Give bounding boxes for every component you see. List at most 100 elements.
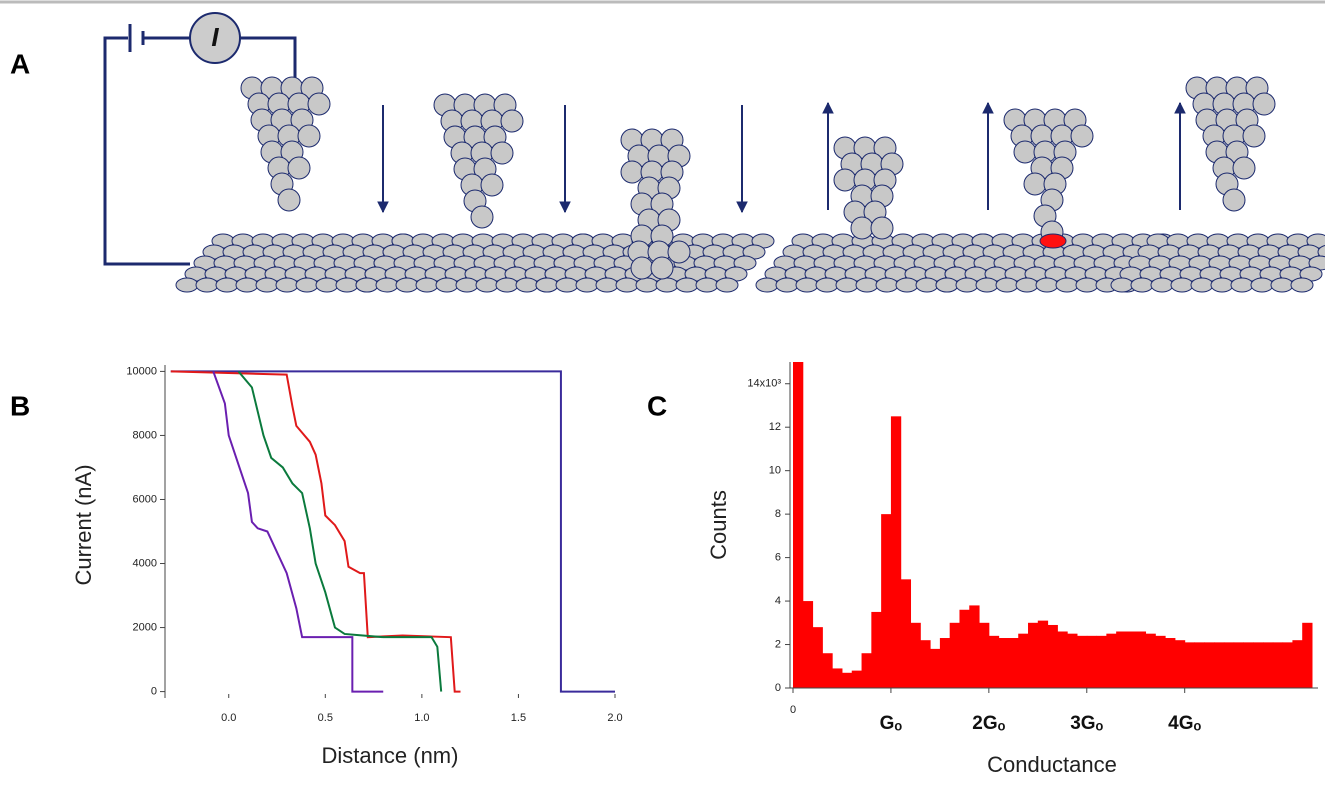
surface-atom (915, 277, 939, 293)
tip-atom (870, 216, 894, 240)
bar (1204, 642, 1215, 688)
surface-atom (1075, 277, 1099, 293)
meter (189, 12, 241, 64)
bar (979, 622, 990, 688)
tip-atom (1023, 172, 1047, 196)
bar (910, 622, 921, 688)
x-tick-label: 0.5 (318, 712, 333, 724)
bar (1243, 642, 1254, 688)
bar (998, 638, 1009, 688)
tip-atom (620, 160, 644, 184)
surface-atom (475, 277, 499, 293)
arrow-head (1174, 101, 1186, 114)
surface-atom (1015, 277, 1039, 293)
tip-atom (307, 92, 331, 116)
bar (1106, 633, 1117, 688)
tip-atom (1252, 92, 1276, 116)
tip-atom (480, 173, 504, 197)
arrow-head (822, 101, 834, 114)
surface-atom (1317, 244, 1325, 260)
bar (1253, 642, 1264, 688)
bar (1233, 642, 1244, 688)
y-tick-label: 8 (775, 508, 781, 520)
arrow-head (559, 201, 571, 214)
surface-atom (595, 277, 619, 293)
y-tick-label: 4000 (133, 557, 157, 569)
bar (1174, 640, 1186, 688)
bar (1057, 631, 1068, 688)
y-tick-label: 10 (769, 465, 781, 477)
x-axis-title: Conductance (987, 752, 1117, 777)
surface-atom (335, 277, 359, 293)
x-tick-label: 2Gₒ (972, 713, 1005, 734)
surface-atom (675, 277, 699, 293)
arrow-head (736, 201, 748, 214)
tip-atom (1013, 140, 1037, 164)
surface-atom (855, 277, 879, 293)
x-tick-label: Gₒ (880, 713, 903, 734)
tip-atom (833, 168, 857, 192)
surface-atom (835, 277, 859, 293)
bar (930, 648, 941, 688)
surface-atom (1055, 277, 1079, 293)
circuit-wire (103, 36, 297, 266)
y-axis-title: Current (nA) (71, 464, 96, 585)
bar (1155, 635, 1166, 688)
bar (1263, 642, 1274, 688)
marked-atom (1039, 233, 1067, 249)
bar (1096, 635, 1107, 688)
x-axis-title: Distance (nm) (322, 743, 459, 768)
surface-atom (695, 277, 719, 293)
bar (822, 653, 833, 688)
tip-atom (850, 216, 874, 240)
bar (1214, 642, 1225, 688)
bar (861, 653, 872, 688)
x-tick-label: 0 (790, 704, 796, 716)
bar (1116, 631, 1127, 688)
data-line (237, 370, 443, 692)
surface-atom (395, 277, 419, 293)
bar (1125, 631, 1137, 688)
tip-atom (1232, 156, 1256, 180)
y-tick-label: 2000 (133, 621, 157, 633)
bar (1184, 642, 1195, 688)
surface-atom (635, 277, 659, 293)
tip-atom (470, 205, 494, 229)
bar (920, 640, 931, 688)
surface-atom (895, 277, 919, 293)
chart-b: 0 2000 4000 6000 8000 10000 0.0 0.5 1.0 1.5 2.0 Dis… (71, 365, 623, 768)
surface-atom (1150, 277, 1174, 293)
data-line (212, 371, 384, 693)
tip-atom (490, 141, 514, 165)
tip-atom (277, 188, 301, 212)
bar (939, 638, 951, 688)
bar (969, 605, 980, 688)
y-tick-label: 0 (775, 682, 781, 694)
surface-atom (1110, 277, 1134, 293)
surface-atom (455, 277, 479, 293)
bar (1302, 622, 1313, 688)
y-tick-label: 12 (769, 421, 781, 433)
meter-label: I (211, 22, 219, 52)
bar (1282, 642, 1293, 688)
surface-atom (1130, 277, 1154, 293)
tip-atom (1070, 124, 1094, 148)
surface-atom (315, 277, 339, 293)
x-tick-label: 3Gₒ (1070, 713, 1103, 734)
data-line (170, 370, 615, 693)
data-line (170, 370, 461, 693)
surface-atom (975, 277, 999, 293)
surface-atom (495, 277, 519, 293)
surface-atom (195, 277, 219, 293)
surface-atom (755, 277, 779, 293)
tip-atom (667, 240, 691, 264)
surface-atom (1035, 277, 1059, 293)
surface-atom (175, 277, 199, 293)
tip-atom (650, 256, 674, 280)
bar (1037, 620, 1049, 688)
surface-atom (655, 277, 679, 293)
x-tick-label: 1.5 (511, 712, 526, 724)
surface-atom (255, 277, 279, 293)
arrow-head (377, 201, 389, 214)
bar (890, 416, 902, 688)
